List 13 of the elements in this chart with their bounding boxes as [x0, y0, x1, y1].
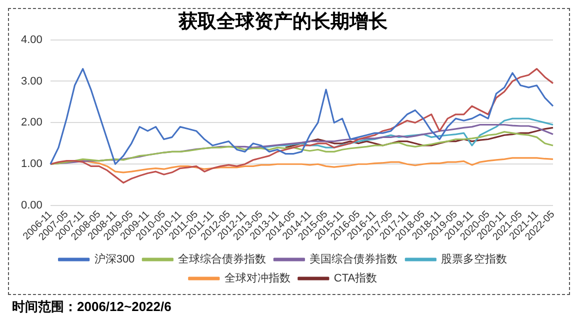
- y-tick-label: 1.00: [20, 158, 42, 170]
- legend-label: 股票多空指数: [441, 252, 508, 266]
- y-tick-label: 2.00: [20, 116, 42, 129]
- chart-title: 获取全球资产的长期增长: [178, 10, 388, 33]
- y-tick-label: 4.00: [20, 34, 42, 46]
- legend-label: 全球对冲指数: [224, 272, 290, 285]
- y-tick-label: 0.00: [20, 200, 42, 212]
- legend-label: CTA指数: [334, 272, 378, 285]
- legend-label: 全球综合债券指数: [178, 252, 266, 266]
- legend-label: 沪深300: [94, 252, 135, 266]
- legend-label: 美国综合债券指数: [310, 252, 398, 266]
- text: 时间范围：2006/12~2022/6: [12, 298, 172, 316]
- y-tick-label: 3.00: [20, 75, 42, 88]
